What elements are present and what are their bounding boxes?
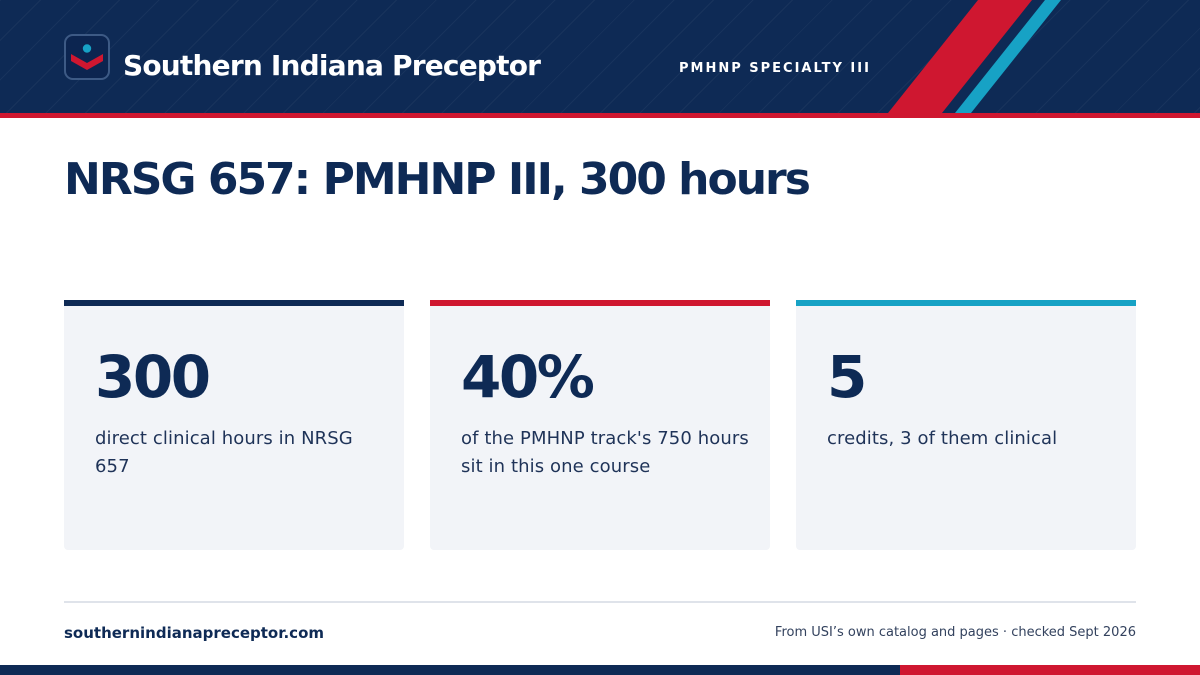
- stat-value: 300: [95, 343, 211, 411]
- stat-card-accent-bar: [430, 300, 770, 306]
- website-link[interactable]: southernindianapreceptor.com: [64, 624, 325, 642]
- header-band: Southern Indiana Preceptor PMHNP SPECIAL…: [0, 0, 1200, 113]
- specialty-tag: PMHNP SPECIALTY III: [679, 61, 871, 76]
- bottom-band-red: [900, 665, 1200, 675]
- header-divider-line: [0, 113, 1200, 118]
- footer-divider: [64, 601, 1136, 603]
- stat-description: credits, 3 of them clinical: [827, 428, 1058, 449]
- chevron-down-dot-icon: [71, 44, 103, 70]
- stat-value: 40%: [461, 343, 595, 411]
- stat-description: of the PMHNP track's 750 hours sit in th…: [461, 428, 749, 477]
- stat-card-accent-bar: [796, 300, 1136, 306]
- logo[interactable]: [64, 34, 110, 80]
- bottom-band-navy: [0, 665, 900, 675]
- page-title: NRSG 657: PMHNP III, 300 hours: [64, 154, 811, 205]
- stat-card-credits: 5 credits, 3 of them clinical: [796, 300, 1136, 550]
- stat-value: 5: [827, 343, 867, 411]
- stat-description: direct clinical hours in NRSG 657: [95, 428, 353, 477]
- stat-card-hours: 300 direct clinical hours in NRSG 657: [64, 300, 404, 550]
- stat-card-accent-bar: [64, 300, 404, 306]
- stat-card-percent: 40% of the PMHNP track's 750 hours sit i…: [430, 300, 770, 550]
- header-accent-stripes: [888, 0, 1061, 113]
- source-note: From USI’s own catalog and pages · check…: [774, 625, 1136, 640]
- brand-name[interactable]: Southern Indiana Preceptor: [123, 49, 541, 82]
